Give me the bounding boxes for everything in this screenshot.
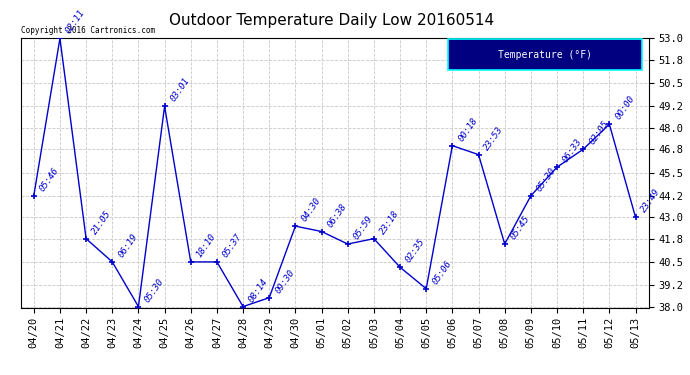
- Text: Copyright 2016 Cartronics.com: Copyright 2016 Cartronics.com: [21, 26, 155, 35]
- Text: 05:46: 05:46: [38, 166, 61, 193]
- Text: 18:10: 18:10: [195, 232, 218, 259]
- Text: 06:33: 06:33: [561, 137, 584, 164]
- Text: 00:00: 00:00: [613, 94, 636, 122]
- Text: 08:14: 08:14: [247, 277, 270, 304]
- Text: 23:49: 23:49: [640, 187, 662, 214]
- Text: 05:30: 05:30: [143, 277, 166, 304]
- Text: 02:11: 02:11: [64, 9, 87, 36]
- Text: 23:18: 23:18: [378, 209, 401, 236]
- Text: 02:05: 02:05: [587, 119, 610, 147]
- Text: 02:35: 02:35: [404, 237, 427, 264]
- Text: 05:06: 05:06: [431, 259, 453, 286]
- Text: 00:18: 00:18: [457, 116, 480, 143]
- Text: 23:53: 23:53: [483, 124, 506, 152]
- Text: 06:19: 06:19: [117, 232, 139, 259]
- Text: 09:30: 09:30: [273, 268, 296, 295]
- FancyBboxPatch shape: [448, 39, 642, 70]
- Text: 04:30: 04:30: [299, 196, 322, 223]
- Text: Temperature (°F): Temperature (°F): [498, 50, 592, 60]
- Text: 05:30: 05:30: [535, 166, 558, 193]
- Text: 06:38: 06:38: [326, 201, 348, 229]
- Text: Outdoor Temperature Daily Low 20160514: Outdoor Temperature Daily Low 20160514: [168, 13, 494, 28]
- Text: 05:45: 05:45: [509, 214, 532, 241]
- Text: 05:59: 05:59: [352, 214, 375, 241]
- Text: 03:01: 03:01: [169, 76, 192, 104]
- Text: 05:37: 05:37: [221, 232, 244, 259]
- Text: 21:05: 21:05: [90, 209, 113, 236]
